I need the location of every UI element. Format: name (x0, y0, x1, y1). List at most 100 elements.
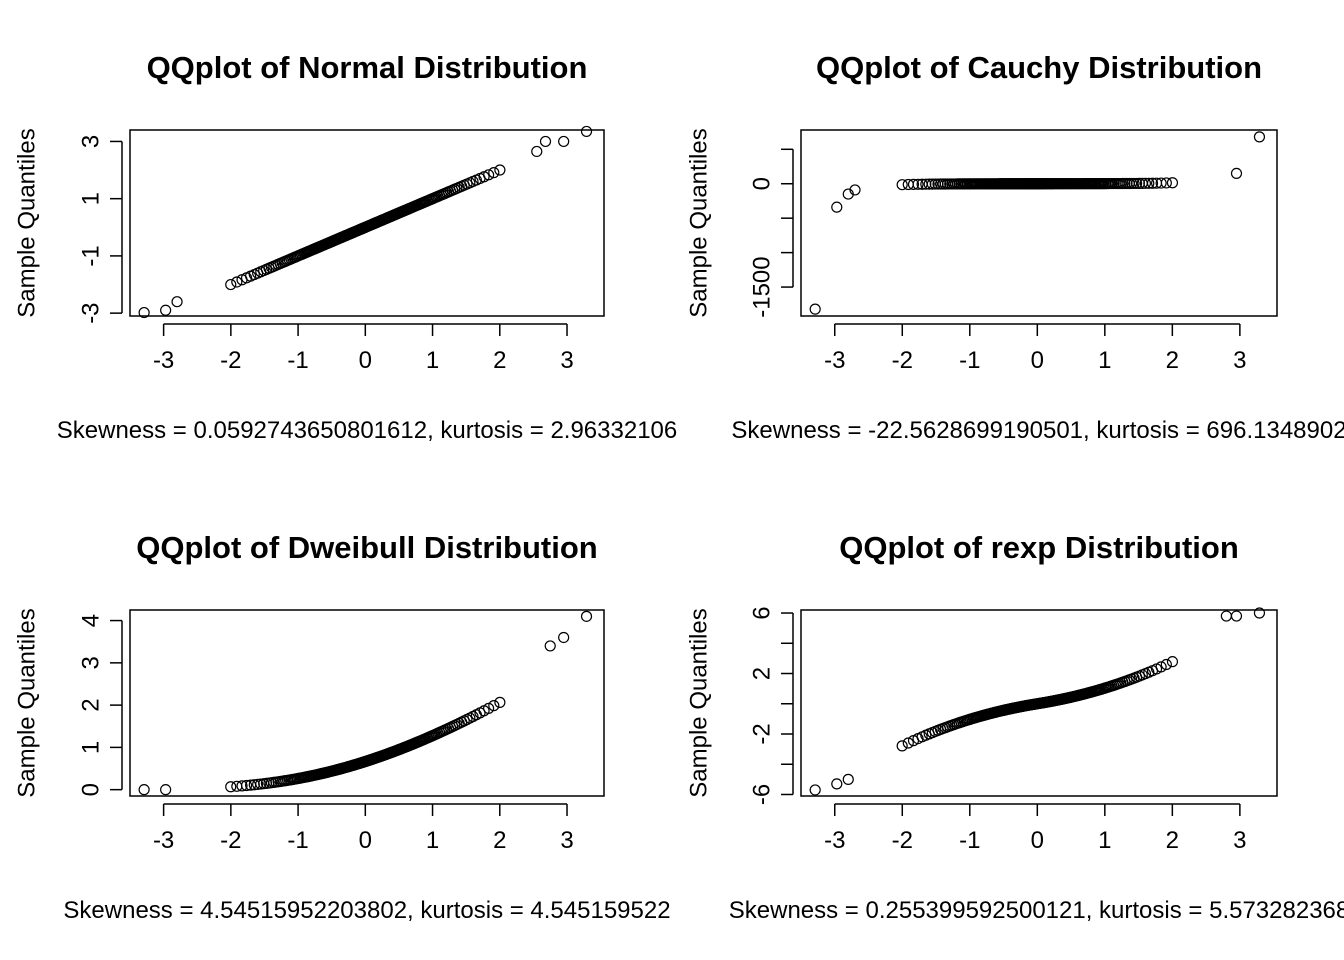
qq-point (1160, 658, 1172, 671)
qq-point (494, 164, 506, 176)
x-tick-label: -1 (959, 347, 980, 374)
qq-point (1139, 177, 1152, 189)
x-tick-label: 3 (560, 827, 573, 854)
y-tick-label: 2 (748, 667, 775, 680)
x-tick-label: -3 (153, 347, 174, 374)
qq-point (171, 296, 183, 308)
qq-point (494, 696, 506, 708)
y-tick-label: 0 (748, 177, 775, 190)
x-tick-label: -2 (892, 347, 913, 374)
y-tick-label: -1500 (748, 256, 775, 317)
x-tick-label: 2 (1166, 827, 1179, 854)
plot-frame (800, 129, 1278, 317)
qqplot-panel-4: QQplot of rexp Distribution -3 -2 -1 0 1 2 3 -6 -… (685, 530, 1344, 924)
x-tick-label: 2 (493, 347, 506, 374)
y-tick-label: 2 (77, 698, 104, 711)
qq-points (809, 607, 1266, 796)
qq-point (912, 178, 924, 190)
chart-title: QQplot of rexp Distribution (839, 530, 1239, 565)
qq-point (240, 779, 253, 792)
qq-point (531, 145, 543, 158)
x-tick-label: 0 (1031, 827, 1044, 854)
qq-point (1253, 131, 1266, 143)
x-axis-label: Skewness = 4.54515952203802, kurtosis = … (63, 897, 670, 924)
qq-point (1146, 177, 1159, 189)
x-tick-label: 1 (426, 827, 439, 854)
qq-point (923, 178, 935, 190)
qq-point (483, 169, 495, 181)
qq-point (902, 737, 914, 749)
chart-title: QQplot of Cauchy Distribution (816, 50, 1262, 85)
qq-point (896, 179, 908, 191)
x-tick-label: -3 (824, 347, 845, 374)
y-axis-label: Sample Quantiles (685, 608, 712, 797)
qq-point (809, 303, 821, 315)
qqplot-panel-1: QQplot of Normal Distribution -3 -2 -1 0 1 2 3 -… (13, 50, 677, 444)
qq-point (1131, 177, 1143, 190)
qq-point (252, 778, 264, 790)
x-tick-label: -3 (153, 827, 174, 854)
qq-point (1166, 656, 1179, 668)
y-tick-label: -1 (77, 245, 104, 266)
qq-point (831, 201, 843, 213)
qqplot-panel-2: QQplot of Cauchy Distribution -3 -2 -1 0 1 2 3 -… (685, 50, 1344, 444)
y-tick-label: 3 (77, 135, 104, 148)
y-tick-label: -6 (748, 784, 775, 805)
x-tick-label: -1 (959, 827, 980, 854)
x-tick-label: -2 (220, 827, 241, 854)
x-tick-label: 0 (359, 347, 372, 374)
qq-point (896, 740, 908, 752)
qq-point (842, 773, 854, 785)
qq-point (225, 278, 237, 291)
qq-point (138, 306, 150, 319)
y-tick-label: 6 (748, 606, 775, 619)
plot-frame (800, 609, 1278, 797)
x-tick-label: 1 (426, 347, 439, 374)
qq-point (488, 700, 500, 712)
chart-title: QQplot of Normal Distribution (147, 50, 588, 85)
qq-point (1220, 610, 1232, 622)
qq-points (809, 131, 1266, 315)
x-axis-label: Skewness = 0.0592743650801612, kurtosis … (57, 417, 677, 444)
qq-points (138, 610, 593, 796)
qq-point (160, 784, 172, 796)
qq-point (809, 784, 821, 796)
qq-point (1143, 177, 1155, 189)
x-tick-label: 3 (1233, 347, 1246, 374)
qq-point (225, 781, 237, 793)
x-axis-label: Skewness = -22.5628699190501, kurtosis =… (731, 417, 1344, 444)
x-tick-label: 1 (1098, 347, 1111, 374)
qq-point (1166, 177, 1179, 189)
qq-point (580, 125, 593, 138)
qq-points (138, 125, 593, 319)
y-axis-label: Sample Quantiles (685, 128, 712, 317)
qq-point (558, 631, 570, 644)
y-tick-label: 1 (77, 192, 104, 205)
y-tick-label: 3 (77, 656, 104, 669)
qq-point (558, 135, 570, 148)
qqplot-panel-3: QQplot of Dweibull Distribution -3 -2 -1 0 1 2… (13, 530, 670, 924)
qq-point (849, 184, 861, 196)
qq-point (236, 780, 248, 792)
qq-point (1160, 177, 1172, 189)
chart-title: QQplot of Dweibull Distribution (136, 530, 598, 565)
x-tick-label: -2 (220, 347, 241, 374)
qq-point (1253, 607, 1266, 619)
qq-point (483, 702, 495, 714)
qq-point (138, 784, 150, 796)
x-tick-label: -3 (824, 827, 845, 854)
x-tick-label: 0 (359, 827, 372, 854)
x-tick-label: -1 (287, 347, 308, 374)
qq-point (580, 610, 593, 622)
qq-point (488, 167, 500, 179)
plot-frame (129, 129, 605, 317)
x-tick-label: 0 (1031, 347, 1044, 374)
y-tick-label: -2 (748, 723, 775, 744)
qq-point (1230, 610, 1243, 622)
x-tick-label: -1 (287, 827, 308, 854)
qq-point (907, 178, 920, 190)
x-tick-label: 3 (1233, 827, 1246, 854)
x-tick-label: 1 (1098, 827, 1111, 854)
plot-frame (129, 609, 605, 797)
